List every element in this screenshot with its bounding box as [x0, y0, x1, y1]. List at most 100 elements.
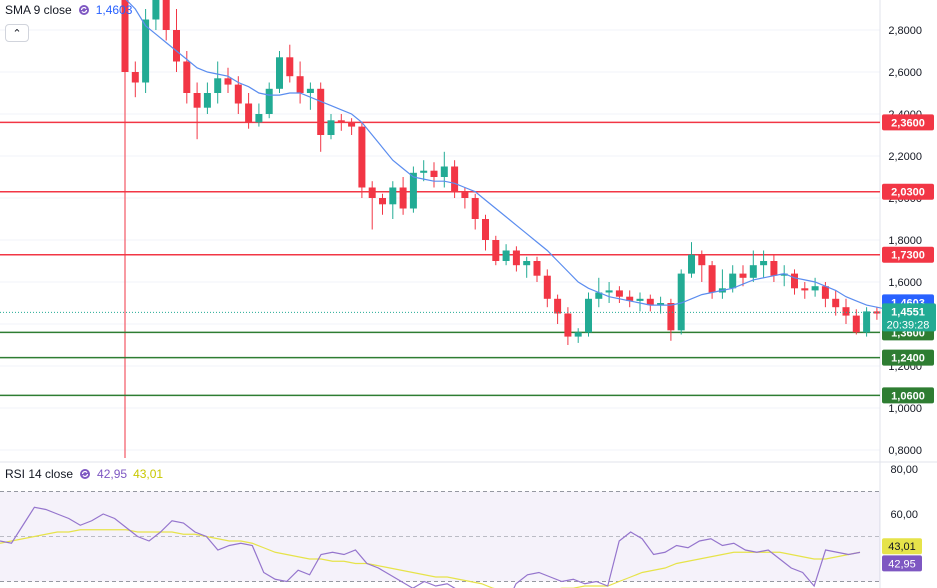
candle-body: [389, 187, 397, 205]
candle-body: [595, 292, 603, 299]
price-tick-label: 1,8000: [888, 235, 922, 247]
candle-body: [162, 0, 170, 30]
candle-body: [482, 219, 489, 240]
rsi-ma-badge: [882, 538, 922, 555]
rsi-ma-badge-label: 43,01: [888, 541, 916, 553]
rsi-ma-line: [0, 529, 861, 588]
level-badge: [882, 183, 934, 200]
candle-body: [152, 0, 160, 20]
candle-body: [173, 30, 180, 62]
candle-body: [276, 57, 283, 89]
candle-body: [265, 88, 273, 114]
candle-body: [502, 250, 510, 261]
price-tick-label: 2,8000: [888, 25, 922, 37]
sma-legend-value: 1,4603: [95, 3, 133, 17]
candle-body: [811, 286, 819, 291]
level-badge-label: 2,0300: [891, 187, 925, 199]
candle-body: [379, 198, 386, 205]
candle-body: [605, 290, 613, 293]
sma-legend-label: SMA 9 close: [5, 3, 72, 17]
candle-body: [420, 170, 428, 173]
current-price-label: 1,4551: [891, 306, 925, 318]
candle-body: [543, 275, 551, 299]
candle-body: [337, 120, 345, 123]
level-badge-label: 1,0600: [891, 390, 925, 402]
sma-legend[interactable]: SMA 9 close 1,4603: [5, 3, 132, 17]
candle-body: [791, 273, 798, 289]
candle-body: [564, 313, 572, 337]
candle-body: [306, 88, 314, 93]
cycle-icon[interactable]: [79, 468, 91, 480]
candle-body: [842, 307, 850, 316]
cycle-icon[interactable]: [78, 4, 90, 16]
candle-body: [749, 265, 757, 278]
candle-body: [348, 122, 356, 127]
candle-body: [440, 166, 448, 177]
candle-body: [698, 254, 706, 266]
rsi-band: [0, 491, 880, 582]
collapse-button[interactable]: ⌃: [5, 24, 29, 42]
rsi-legend-value: 42,95: [97, 467, 128, 481]
candle-body: [688, 254, 695, 274]
candle-body: [121, 0, 129, 72]
candle-body: [801, 288, 809, 291]
candle-body: [585, 298, 592, 333]
level-badge-label: 1,2400: [891, 353, 925, 365]
candle-body: [863, 311, 871, 333]
rsi-badge: [882, 555, 922, 572]
candle-body: [368, 187, 376, 198]
level-badge-label: 2,3600: [891, 117, 925, 129]
price-tick-label: 1,0000: [888, 403, 922, 415]
candle-body: [142, 19, 150, 83]
candle-body: [739, 273, 747, 278]
rsi-tick-label: 80,00: [890, 464, 918, 476]
sma-line: [125, 0, 898, 312]
candle-body: [327, 120, 335, 135]
candle-body: [533, 261, 541, 276]
candle-body: [646, 298, 654, 306]
price-tick-label: 2,6000: [888, 67, 922, 79]
rsi-tick-label: 60,00: [890, 509, 918, 521]
candle-body: [224, 78, 232, 85]
rsi-line: [0, 506, 861, 588]
chevron-up-icon: ⌃: [12, 27, 22, 40]
candle-body: [729, 273, 737, 289]
candle-body: [296, 76, 304, 93]
rsi-ma-legend-value: 43,01: [133, 467, 164, 481]
candle-body: [708, 265, 716, 293]
candle-body: [131, 72, 139, 83]
level-badge: [882, 387, 934, 404]
candle-body: [770, 261, 778, 276]
candle-body: [667, 303, 675, 331]
candle-body: [852, 315, 860, 333]
candle-body: [461, 191, 469, 198]
candle-body: [214, 78, 222, 93]
candle-body: [399, 187, 407, 209]
candle-body: [677, 273, 685, 331]
rsi-legend[interactable]: RSI 14 close 42,95 43,01: [5, 467, 163, 481]
candle-body: [409, 172, 417, 209]
candle-body: [286, 57, 294, 77]
candle-body: [245, 103, 253, 123]
candle-body: [203, 93, 211, 108]
rsi-legend-label: RSI 14 close: [5, 467, 74, 481]
candle-body: [821, 286, 829, 299]
candle-body: [657, 303, 665, 306]
price-tick-label: 2,2000: [888, 151, 922, 163]
candle-body: [255, 114, 263, 123]
level-badge: [882, 114, 934, 131]
candle-body: [492, 240, 500, 261]
level-badge-label: 1,7300: [891, 250, 925, 262]
candle-body: [234, 84, 242, 104]
candle-body: [615, 290, 623, 297]
rsi-badge-label: 42,95: [888, 558, 916, 570]
level-badge: [882, 246, 934, 263]
candle-body: [523, 261, 531, 266]
candle-body: [451, 166, 459, 192]
candle-body: [780, 273, 788, 276]
candle-body: [430, 170, 438, 177]
candle-body: [626, 296, 634, 301]
candle-body: [193, 93, 201, 108]
